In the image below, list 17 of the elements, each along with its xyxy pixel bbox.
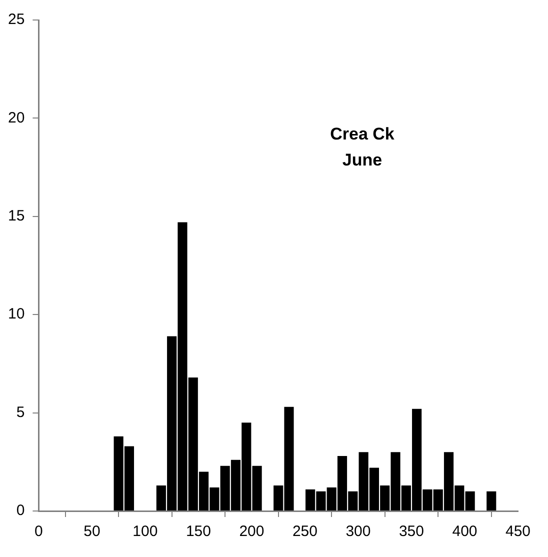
x-tick-label: 50 xyxy=(84,523,100,540)
x-tick-label: 400 xyxy=(452,523,478,540)
y-tick-label: 25 xyxy=(8,11,25,28)
y-tick-label: 20 xyxy=(8,109,25,126)
y-tick-label: 5 xyxy=(16,404,25,421)
x-tick-label: 100 xyxy=(132,523,158,540)
x-tick-label: 450 xyxy=(505,523,531,540)
y-tick-label: 10 xyxy=(8,306,25,323)
x-tick-label: 350 xyxy=(398,523,424,540)
text: Crea Ck June xyxy=(330,124,395,170)
x-tick-label: 200 xyxy=(239,523,264,540)
y-tick-label: 15 xyxy=(8,208,25,225)
y-tick-label: 0 xyxy=(16,502,25,520)
x-tick-label: 250 xyxy=(292,523,318,540)
x-tick-label: 0 xyxy=(34,523,43,540)
x-tick-label: 300 xyxy=(346,523,371,540)
x-tick-label: 150 xyxy=(186,523,211,540)
